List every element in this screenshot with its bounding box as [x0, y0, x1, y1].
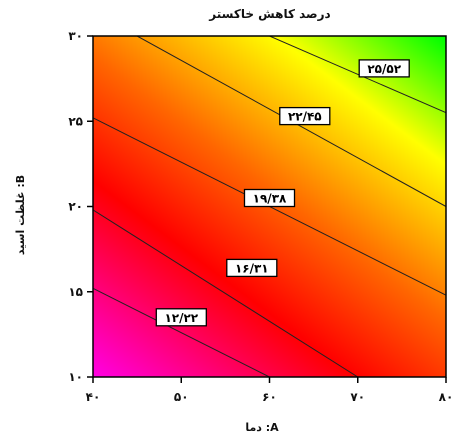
x-axis: ۴۰ ۵۰ ۶۰ ۷۰ ۸۰	[86, 377, 454, 404]
contour-label-box	[155, 308, 207, 327]
contour-label-5: ۲۵/۵۲	[358, 59, 410, 78]
contour-label-2: ۱۶/۳۱	[226, 258, 278, 278]
contour-label-4: ۲۲/۴۵	[279, 106, 331, 126]
contour-line-5	[269, 36, 446, 114]
contour-label-text: ۱۶/۳۱	[235, 261, 269, 275]
y-tick-label: ۳۰	[68, 29, 83, 43]
contour-label-box	[358, 59, 410, 78]
x-tick-label: ۵۰	[174, 390, 189, 404]
x-tick-label: ۶۰	[262, 390, 277, 404]
contour-label-1: ۱۲/۲۲	[155, 308, 207, 327]
contour-label-box	[279, 106, 331, 126]
y-tick-label: ۲۰	[68, 200, 83, 214]
contour-line-2	[93, 209, 359, 377]
x-tick-label: ۷۰	[350, 390, 365, 404]
contour-label-text: ۱۹/۳۸	[253, 192, 287, 206]
x-axis-label: A: دما	[245, 421, 279, 434]
x-tick-label: ۴۰	[86, 390, 101, 404]
contour-label-3: ۱۹/۳۸	[243, 188, 296, 208]
y-axis: ۱۰ ۱۵ ۲۰ ۲۵ ۳۰	[68, 29, 93, 384]
contour-label-text: ۱۲/۲۲	[164, 311, 198, 325]
y-tick-label: ۲۵	[68, 114, 83, 128]
contour-label-text: ۲۲/۴۵	[288, 110, 322, 124]
contour-label-box	[243, 188, 296, 208]
y-axis-label: B: غلظت اسید	[14, 175, 27, 255]
contour-label-text: ۲۵/۵۲	[367, 62, 401, 76]
contour-line-1	[93, 287, 270, 377]
y-tick-label: ۱۵	[68, 285, 83, 299]
x-tick-label: ۸۰	[439, 390, 454, 404]
chart-title: درصد کاهش خاکستر	[208, 7, 330, 21]
contour-labels: ۱۲/۲۲ ۱۶/۳۱ ۱۹/۳۸ ۲۲/۴۵ ۲۵/۵۲	[155, 59, 410, 327]
contour-label-box	[226, 258, 278, 278]
y-tick-label: ۱۰	[68, 370, 83, 384]
